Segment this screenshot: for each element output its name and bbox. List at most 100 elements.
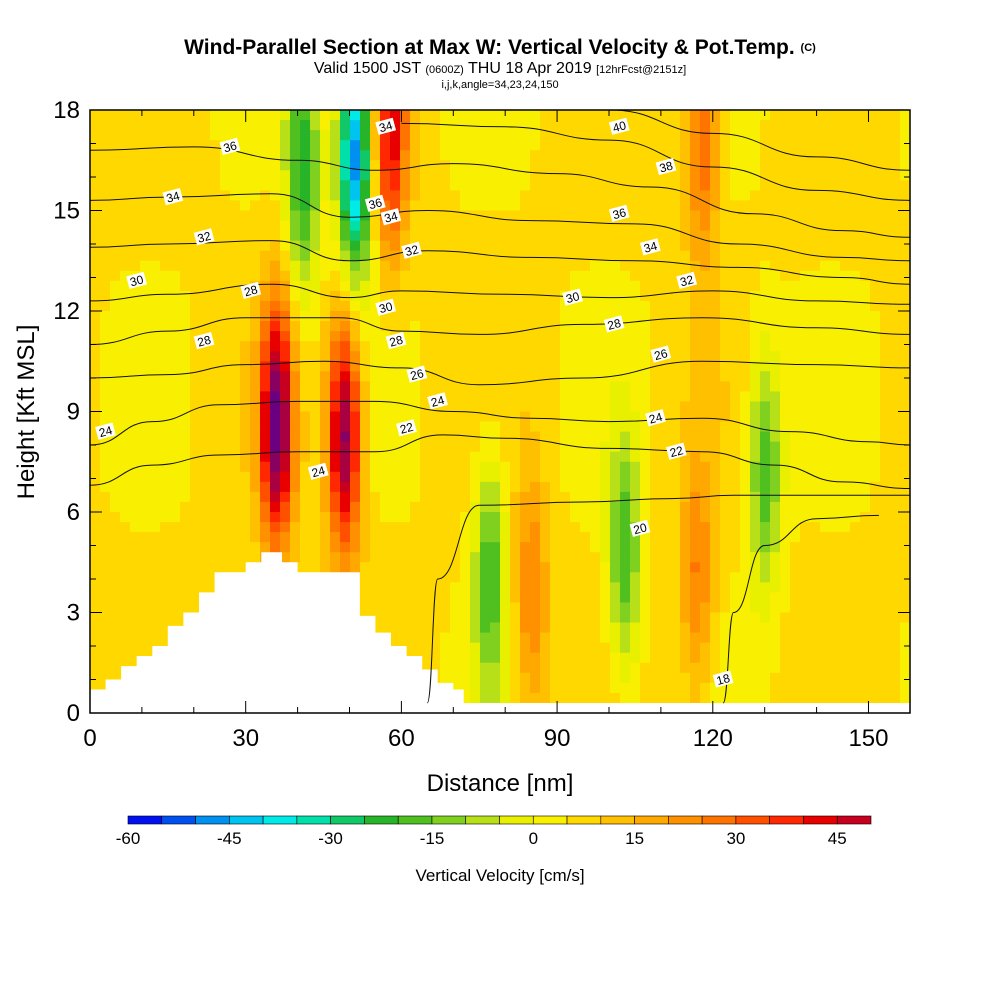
field-cell xyxy=(440,481,451,493)
field-cell xyxy=(630,421,641,433)
field-cell xyxy=(500,542,511,553)
field-cell xyxy=(120,612,131,624)
field-cell xyxy=(540,542,551,553)
field-cell xyxy=(760,602,771,614)
field-cell xyxy=(440,371,451,382)
field-cell xyxy=(790,200,801,212)
field-cell xyxy=(660,451,671,463)
field-cell xyxy=(610,682,621,694)
field-cell xyxy=(680,341,691,352)
field-cell xyxy=(690,220,701,232)
field-cell xyxy=(830,501,841,513)
field-cell xyxy=(460,150,471,161)
field-cell xyxy=(890,240,901,252)
field-cell xyxy=(340,160,351,171)
field-cell xyxy=(250,140,261,151)
field-cell xyxy=(510,381,521,392)
field-cell xyxy=(740,572,751,583)
field-cell xyxy=(840,542,851,553)
field-cell xyxy=(740,562,751,573)
field-cell xyxy=(450,491,461,503)
field-cell xyxy=(610,331,621,342)
field-cell xyxy=(670,682,681,694)
field-cell xyxy=(400,230,411,242)
field-cell xyxy=(110,270,121,282)
field-cell xyxy=(520,190,531,202)
field-cell xyxy=(590,250,601,262)
field-cell xyxy=(90,170,101,181)
field-cell xyxy=(770,501,781,513)
field-cell xyxy=(310,190,321,202)
field-cell xyxy=(510,582,521,593)
field-cell xyxy=(700,522,711,533)
field-cell xyxy=(600,280,611,292)
field-cell xyxy=(680,300,691,312)
field-cell xyxy=(410,190,421,202)
field-cell xyxy=(760,441,771,453)
field-cell xyxy=(280,150,291,161)
field-cell xyxy=(190,150,201,161)
field-cell xyxy=(610,532,621,543)
field-cell xyxy=(800,290,811,302)
field-cell xyxy=(120,190,131,202)
field-cell xyxy=(600,210,611,222)
field-cell xyxy=(390,311,401,322)
field-cell xyxy=(750,220,761,232)
field-cell xyxy=(800,200,811,212)
field-cell xyxy=(630,130,641,141)
field-cell xyxy=(680,411,691,423)
field-cell xyxy=(490,140,501,151)
field-cell xyxy=(170,491,181,503)
field-cell xyxy=(580,200,591,212)
field-cell xyxy=(300,280,311,292)
field-cell xyxy=(120,642,131,654)
field-cell xyxy=(700,501,711,513)
field-cell xyxy=(330,170,341,181)
field-cell xyxy=(550,662,561,674)
field-cell xyxy=(480,532,491,543)
field-cell xyxy=(730,592,741,604)
field-cell xyxy=(240,250,251,262)
field-cell xyxy=(470,411,481,423)
field-cell xyxy=(390,250,401,262)
field-cell xyxy=(510,522,521,533)
field-cell xyxy=(610,270,621,282)
contour-26 xyxy=(90,360,910,386)
field-cell xyxy=(190,381,201,392)
field-cell xyxy=(450,321,461,332)
field-cell xyxy=(310,270,321,282)
field-cell xyxy=(760,542,771,553)
field-cell xyxy=(820,391,831,403)
field-cell xyxy=(370,110,381,121)
field-cell xyxy=(830,642,841,654)
field-cell xyxy=(410,250,421,262)
field-cell xyxy=(100,451,111,463)
field-cell xyxy=(510,230,521,242)
field-cell xyxy=(490,290,501,302)
field-cell xyxy=(770,170,781,181)
field-cell xyxy=(620,280,631,292)
field-cell xyxy=(500,491,511,503)
field-cell xyxy=(570,230,581,242)
field-cell xyxy=(700,170,711,181)
field-cell xyxy=(520,290,531,302)
field-cell xyxy=(330,140,341,151)
field-cell xyxy=(620,341,631,352)
field-cell xyxy=(360,562,371,573)
field-cell xyxy=(800,120,811,131)
field-cell xyxy=(270,260,281,272)
field-cell xyxy=(600,632,611,644)
field-cell xyxy=(800,240,811,252)
field-cell xyxy=(490,381,501,392)
field-cell xyxy=(800,632,811,644)
field-cell xyxy=(880,612,891,624)
field-cell xyxy=(430,180,441,191)
field-cell xyxy=(360,522,371,533)
field-cell xyxy=(590,300,601,312)
field-cell xyxy=(460,321,471,332)
field-cell xyxy=(730,210,741,222)
field-cell xyxy=(470,280,481,292)
field-cell xyxy=(220,250,231,262)
field-cell xyxy=(320,381,331,392)
field-cell xyxy=(760,341,771,352)
